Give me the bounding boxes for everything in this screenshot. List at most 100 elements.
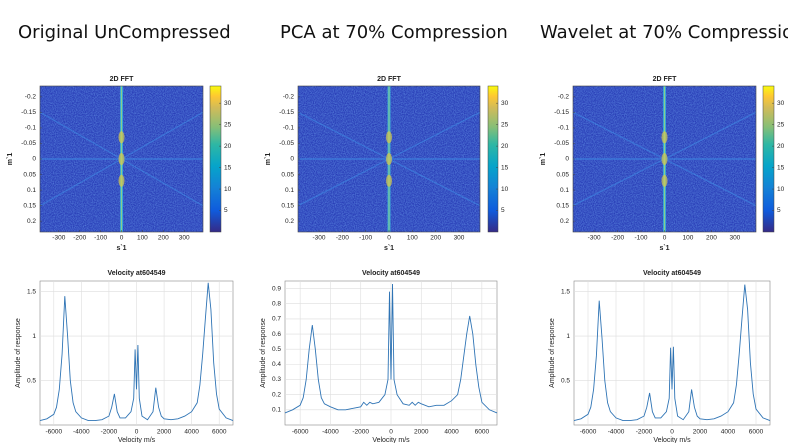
x-tick-label: 0	[670, 429, 674, 436]
plot-title: Velocity at604549	[108, 270, 166, 277]
y-tick-label: 0.5	[27, 377, 36, 384]
y-tick-label: 0.3	[272, 376, 281, 383]
y-tick-label: -0.1	[283, 125, 295, 132]
plot-title: 2D FFT	[377, 76, 401, 83]
y-tick-label: 0.8	[272, 300, 281, 307]
colorbar	[762, 85, 775, 233]
y-tick-label: 0.4	[272, 361, 281, 368]
x-tick-label: -4000	[608, 429, 625, 436]
bright-spot	[386, 174, 392, 187]
y-tick-label: -0.05	[554, 140, 569, 147]
y-tick-label: -0.15	[554, 109, 569, 116]
x-tick-label: -300	[52, 235, 65, 242]
colorbar-tick-label: 25	[501, 121, 509, 128]
y-axis-label: m`1	[265, 153, 272, 166]
x-tick-label: 100	[137, 235, 148, 242]
y-tick-label: 0.1	[272, 407, 281, 414]
y-tick-label: -0.2	[558, 94, 570, 101]
velocity-line	[284, 283, 498, 414]
x-tick-label: -6000	[580, 429, 597, 436]
column-title: Original UnCompressed	[18, 22, 231, 43]
colorbar-tick-label: 15	[777, 164, 785, 171]
fft-image	[39, 86, 204, 232]
x-axis-label: s`1	[659, 245, 669, 252]
colorbar	[209, 85, 222, 233]
x-tick-label: 0	[389, 429, 393, 436]
y-tick-label: 1.5	[561, 288, 570, 295]
y-tick-label: 0.1	[560, 187, 569, 194]
x-tick-label: 0	[663, 235, 667, 242]
colorbar-tick-label: 20	[224, 143, 232, 150]
x-tick-label: 200	[158, 235, 169, 242]
bright-spot	[386, 153, 392, 165]
x-axis-label: s`1	[384, 245, 394, 252]
x-tick-label: 0	[135, 429, 139, 436]
x-tick-label: -4000	[322, 429, 339, 436]
y-tick-label: 0.15	[23, 202, 36, 209]
y-tick-label: 0.2	[272, 391, 281, 398]
x-tick-label: -200	[336, 235, 349, 242]
x-tick-label: -6000	[292, 429, 309, 436]
y-tick-label: -0.15	[279, 109, 294, 116]
plot-title: Velocity at604549	[643, 270, 701, 277]
y-axis-label: Amplitude of response	[15, 318, 22, 388]
x-tick-label: 300	[179, 235, 190, 242]
y-tick-label: 0.15	[281, 202, 294, 209]
colorbar-tick-label: 5	[501, 207, 505, 214]
x-tick-label: 100	[407, 235, 418, 242]
y-tick-label: 0.1	[285, 187, 294, 194]
x-tick-label: 4000	[444, 429, 459, 436]
x-tick-label: 200	[706, 235, 717, 242]
y-axis-label: Amplitude of response	[549, 318, 556, 388]
x-tick-label: 2000	[157, 429, 172, 436]
x-tick-label: 6000	[475, 429, 490, 436]
y-tick-label: -0.2	[283, 94, 295, 101]
x-tick-label: 200	[430, 235, 441, 242]
colorbar-tick-label: 30	[501, 100, 509, 107]
colorbar-tick-label: 5	[777, 207, 781, 214]
colorbar-tick-label: 15	[224, 164, 232, 171]
x-tick-label: 300	[729, 235, 740, 242]
colorbar-tick-label: 5	[224, 207, 228, 214]
y-tick-label: 0.1	[27, 187, 36, 194]
column-title: Wavelet at 70% Compression	[540, 22, 788, 43]
y-axis-label: Amplitude of response	[260, 318, 267, 388]
x-tick-label: 100	[683, 235, 694, 242]
y-tick-label: 0.5	[561, 377, 570, 384]
velocity-line	[39, 282, 234, 422]
x-tick-label: -100	[635, 235, 648, 242]
y-tick-label: -0.1	[25, 125, 37, 132]
colorbar-tick-label: 10	[501, 186, 509, 193]
bright-spot	[386, 131, 392, 144]
x-tick-label: -200	[611, 235, 624, 242]
x-tick-label: 4000	[184, 429, 199, 436]
colorbar-tick-label: 20	[501, 143, 509, 150]
y-tick-label: 1	[32, 333, 36, 340]
fft-image	[572, 86, 757, 232]
fft-image	[297, 86, 481, 232]
colorbar-tick-label: 30	[224, 100, 232, 107]
y-tick-label: -0.2	[25, 94, 37, 101]
colorbar-tick-label: 20	[777, 143, 785, 150]
x-axis-label: Velocity m/s	[118, 437, 156, 443]
y-tick-label: 1.5	[27, 288, 36, 295]
x-tick-label: 4000	[721, 429, 736, 436]
x-tick-label: -4000	[73, 429, 90, 436]
bright-spot	[661, 174, 668, 187]
y-tick-label: 0	[565, 156, 569, 163]
x-tick-label: 6000	[749, 429, 764, 436]
x-tick-label: 2000	[693, 429, 708, 436]
x-tick-label: -2000	[636, 429, 653, 436]
y-tick-label: 1	[566, 333, 570, 340]
colorbar-tick-label: 25	[777, 121, 785, 128]
y-tick-label: 0.15	[556, 202, 569, 209]
bright-spot	[118, 131, 125, 144]
y-tick-label: -0.1	[558, 125, 570, 132]
y-tick-label: -0.15	[21, 109, 36, 116]
x-tick-label: -100	[94, 235, 107, 242]
plot-title: Velocity at604549	[362, 270, 420, 277]
y-tick-label: 0.2	[285, 218, 294, 225]
y-tick-label: 0.6	[272, 331, 281, 338]
y-tick-label: 0.2	[27, 218, 36, 225]
